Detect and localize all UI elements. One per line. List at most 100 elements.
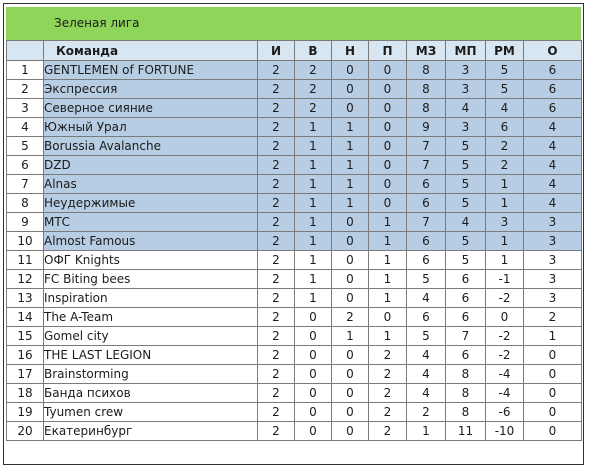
team-name-cell: Экспрессия [43, 79, 258, 99]
points-cell: 4 [523, 136, 582, 156]
table-row: 10 Almost Famous 2 1 0 1 6 5 1 3 [6, 231, 582, 251]
wins-cell: 1 [294, 155, 332, 175]
team-name-cell: Brainstorming [43, 364, 258, 384]
draws-cell: 1 [331, 193, 369, 213]
col-losses-header: П [368, 40, 407, 61]
goals-for-cell: 5 [406, 269, 446, 289]
games-cell: 2 [257, 421, 295, 441]
team-name-cell: The A-Team [43, 307, 258, 327]
position-cell: 1 [6, 60, 44, 80]
position-cell: 10 [6, 231, 44, 251]
draws-cell: 0 [331, 79, 369, 99]
goal-diff-cell: -2 [485, 326, 524, 346]
goal-diff-cell: 1 [485, 250, 524, 270]
draws-cell: 0 [331, 231, 369, 251]
col-games-header: И [257, 40, 295, 61]
losses-cell: 2 [368, 402, 407, 422]
goals-against-cell: 3 [445, 60, 486, 80]
table-row: 9 МТС 2 1 0 1 7 4 3 3 [6, 212, 582, 232]
table-row: 2 Экспрессия 2 2 0 0 8 3 5 6 [6, 79, 582, 99]
goals-for-cell: 4 [406, 345, 446, 365]
goal-diff-cell: -4 [485, 383, 524, 403]
losses-cell: 2 [368, 383, 407, 403]
position-cell: 18 [6, 383, 44, 403]
points-cell: 2 [523, 307, 582, 327]
games-cell: 2 [257, 174, 295, 194]
games-cell: 2 [257, 155, 295, 175]
position-cell: 3 [6, 98, 44, 118]
games-cell: 2 [257, 288, 295, 308]
goals-for-cell: 7 [406, 155, 446, 175]
goals-for-cell: 8 [406, 98, 446, 118]
draws-cell: 2 [331, 307, 369, 327]
points-cell: 3 [523, 250, 582, 270]
col-team-header: Команда [43, 40, 258, 61]
draws-cell: 1 [331, 117, 369, 137]
col-wins-header: В [294, 40, 332, 61]
team-name-cell: Неудержимые [43, 193, 258, 213]
team-name-cell: Южный Урал [43, 117, 258, 137]
wins-cell: 1 [294, 231, 332, 251]
standings-table: Команда И В Н П МЗ МП РМ О 1 GENTLEMEN of… [6, 40, 582, 441]
team-name-cell: FC Biting bees [43, 269, 258, 289]
goals-for-cell: 6 [406, 193, 446, 213]
wins-cell: 1 [294, 193, 332, 213]
goals-against-cell: 4 [445, 98, 486, 118]
team-name-cell: Borussia Avalanche [43, 136, 258, 156]
table-row: 19 Tyumen crew 2 0 0 2 2 8 -6 0 [6, 402, 582, 422]
league-title: Зеленая лига [54, 16, 140, 30]
goals-against-cell: 6 [445, 345, 486, 365]
goals-against-cell: 5 [445, 155, 486, 175]
team-name-cell: Северное сияние [43, 98, 258, 118]
table-row: 6 DZD 2 1 1 0 7 5 2 4 [6, 155, 582, 175]
losses-cell: 0 [368, 60, 407, 80]
table-row: 18 Банда психов 2 0 0 2 4 8 -4 0 [6, 383, 582, 403]
position-cell: 5 [6, 136, 44, 156]
team-name-cell: МТС [43, 212, 258, 232]
goals-for-cell: 1 [406, 421, 446, 441]
goals-against-cell: 3 [445, 117, 486, 137]
position-cell: 20 [6, 421, 44, 441]
draws-cell: 0 [331, 421, 369, 441]
games-cell: 2 [257, 345, 295, 365]
goal-diff-cell: 2 [485, 136, 524, 156]
team-name-cell: ОФГ Knights [43, 250, 258, 270]
goals-for-cell: 4 [406, 288, 446, 308]
col-goal-diff-header: РМ [485, 40, 524, 61]
games-cell: 2 [257, 117, 295, 137]
goal-diff-cell: 1 [485, 174, 524, 194]
points-cell: 1 [523, 326, 582, 346]
goal-diff-cell: 1 [485, 193, 524, 213]
wins-cell: 1 [294, 250, 332, 270]
team-name-cell: DZD [43, 155, 258, 175]
draws-cell: 0 [331, 98, 369, 118]
losses-cell: 1 [368, 212, 407, 232]
goals-against-cell: 8 [445, 383, 486, 403]
draws-cell: 0 [331, 402, 369, 422]
points-cell: 4 [523, 193, 582, 213]
draws-cell: 0 [331, 60, 369, 80]
goal-diff-cell: -10 [485, 421, 524, 441]
team-name-cell: THE LAST LEGION [43, 345, 258, 365]
position-cell: 6 [6, 155, 44, 175]
league-title-bar: Зеленая лига [6, 7, 581, 40]
goals-against-cell: 5 [445, 193, 486, 213]
losses-cell: 2 [368, 421, 407, 441]
position-cell: 8 [6, 193, 44, 213]
losses-cell: 0 [368, 193, 407, 213]
team-name-cell: Tyumen crew [43, 402, 258, 422]
table-row: 4 Южный Урал 2 1 1 0 9 3 6 4 [6, 117, 582, 137]
table-row: 13 Inspiration 2 1 0 1 4 6 -2 3 [6, 288, 582, 308]
games-cell: 2 [257, 136, 295, 156]
position-cell: 13 [6, 288, 44, 308]
col-goals-against-header: МП [445, 40, 486, 61]
goals-against-cell: 8 [445, 364, 486, 384]
goals-against-cell: 5 [445, 250, 486, 270]
losses-cell: 0 [368, 174, 407, 194]
table-row: 7 Alnas 2 1 1 0 6 5 1 4 [6, 174, 582, 194]
points-cell: 6 [523, 98, 582, 118]
team-name-cell: Alnas [43, 174, 258, 194]
col-draws-header: Н [331, 40, 369, 61]
points-cell: 3 [523, 231, 582, 251]
wins-cell: 0 [294, 421, 332, 441]
